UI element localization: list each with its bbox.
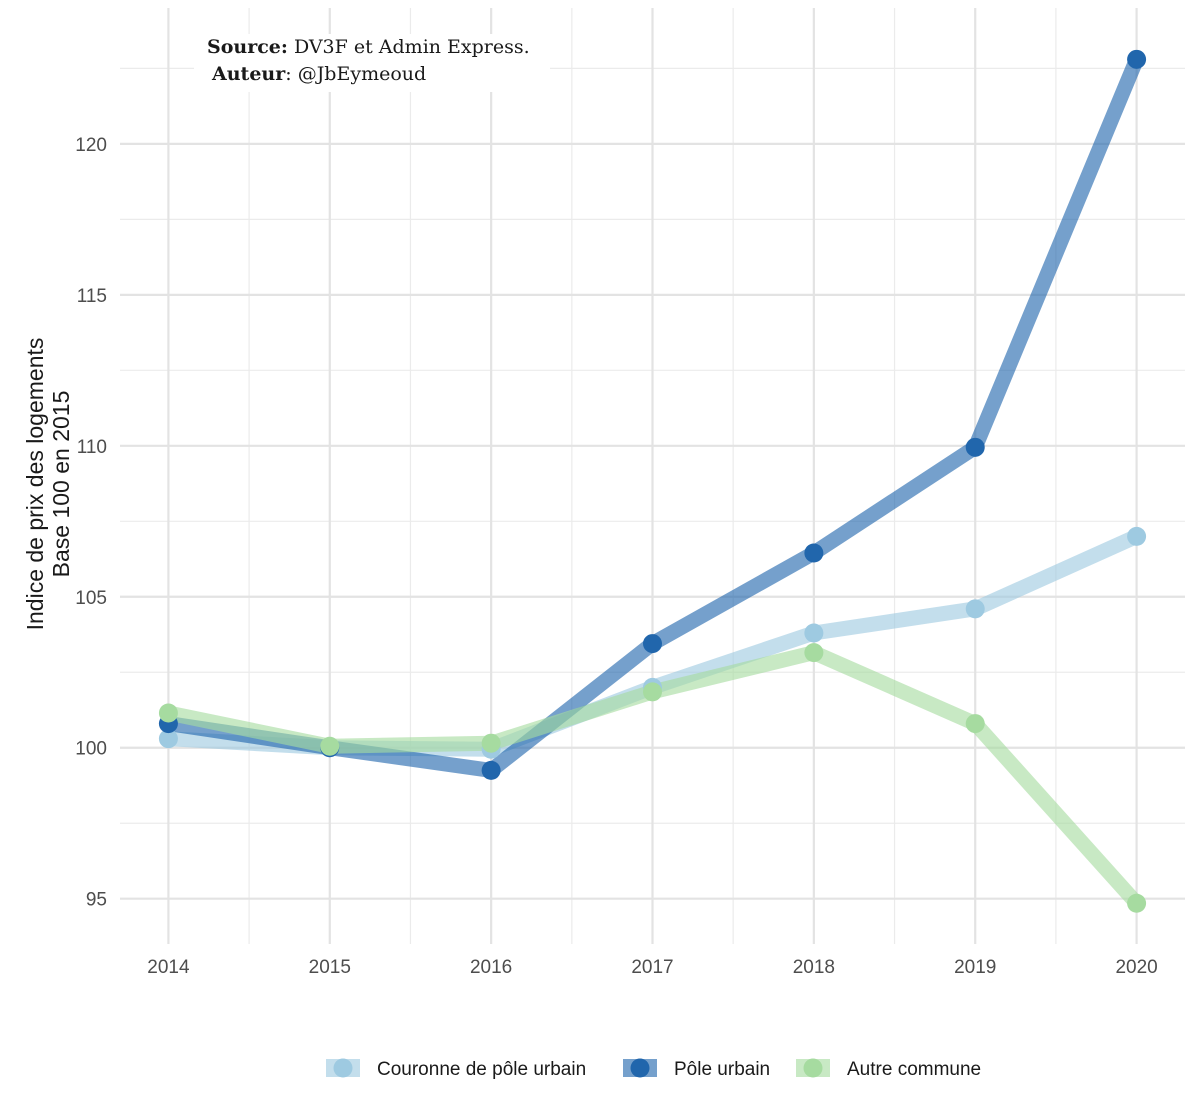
y-axis-label: Indice de prix des logements Base 100 en…: [22, 338, 74, 631]
caption-author-value: : @JbEymeoud: [285, 63, 427, 85]
series-lines: [158, 49, 1147, 913]
legend-label: Pôle urbain: [674, 1059, 770, 1080]
legend-key-point: [803, 1058, 823, 1078]
y-tick-label: 120: [75, 135, 107, 156]
caption-box: Source: DV3F et Admin Express. Auteur: @…: [194, 34, 550, 92]
x-tick-label: 2018: [793, 957, 835, 978]
caption-author-line: Auteur: @JbEymeoud: [194, 61, 550, 88]
caption-source-line: Source: DV3F et Admin Express.: [194, 34, 550, 61]
caption-source-value: DV3F et Admin Express.: [293, 36, 530, 58]
x-tick-label: 2017: [631, 957, 673, 978]
legend-label: Autre commune: [847, 1059, 981, 1080]
legend-label: Couronne de pôle urbain: [377, 1059, 586, 1080]
y-axis-label-line-1: Indice de prix des logements: [22, 338, 48, 631]
y-tick-label: 95: [86, 890, 107, 911]
data-point-pole-urbain: [481, 760, 501, 780]
data-point-pole-urbain: [1127, 49, 1147, 69]
data-point-couronne-de-pole-urbain: [1127, 526, 1147, 546]
data-point-couronne-de-pole-urbain: [804, 623, 824, 643]
y-tick-label: 115: [77, 286, 107, 307]
data-point-autre-commune: [481, 733, 501, 753]
data-point-autre-commune: [1127, 893, 1147, 913]
data-point-autre-commune: [965, 714, 985, 734]
caption-author-key: Auteur: [212, 63, 286, 85]
data-point-couronne-de-pole-urbain: [158, 729, 178, 749]
legend-item-autre-commune: Autre commune: [796, 1058, 981, 1080]
y-axis-label-line-2: Base 100 en 2015: [48, 391, 74, 578]
data-point-autre-commune: [804, 643, 824, 663]
axes: 95 100 105 110 115 120 2014 2015 2016 2017 2018 201…: [75, 135, 1157, 978]
grid: [120, 8, 1185, 944]
legend: Couronne de pôle urbain Pôle urbain Autre …: [326, 1058, 981, 1080]
x-tick-label: 2016: [470, 957, 512, 978]
data-point-couronne-de-pole-urbain: [965, 599, 985, 619]
legend-key-point: [333, 1058, 353, 1078]
legend-item-couronne-de-pole-urbain: Couronne de pôle urbain: [326, 1058, 586, 1080]
data-point-autre-commune: [158, 703, 178, 723]
x-tick-label: 2014: [147, 957, 190, 978]
data-point-pole-urbain: [804, 543, 824, 563]
y-tick-label: 110: [77, 437, 107, 458]
legend-item-pole-urbain: Pôle urbain: [623, 1058, 770, 1080]
data-point-autre-commune: [643, 682, 662, 702]
caption-source-key: Source:: [207, 36, 288, 58]
data-point-pole-urbain: [965, 437, 985, 457]
legend-key-point: [630, 1058, 650, 1078]
x-tick-label: 2020: [1115, 957, 1157, 978]
y-tick-label: 100: [75, 739, 107, 760]
x-tick-label: 2015: [309, 957, 351, 978]
y-tick-label: 105: [75, 588, 107, 609]
data-point-pole-urbain: [643, 634, 662, 654]
data-point-autre-commune: [320, 736, 340, 756]
x-tick-label: 2019: [954, 957, 996, 978]
